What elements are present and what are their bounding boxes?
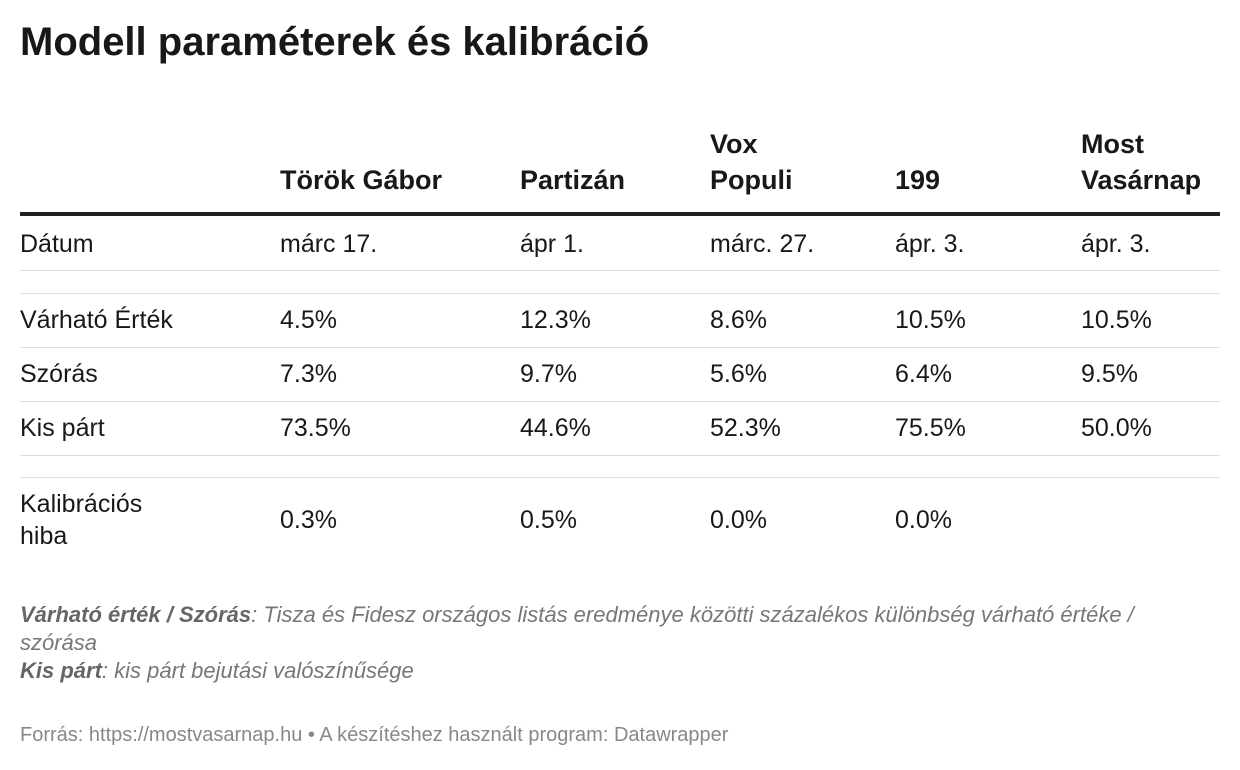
cell: 0.5% (520, 506, 577, 534)
cell: 7.3% (280, 360, 337, 388)
footer: Forrás: https://mostvasarnap.hu • A kész… (20, 724, 729, 746)
row-rule (20, 401, 1220, 402)
cell: ápr. 3. (895, 230, 965, 258)
cell: 9.5% (1081, 360, 1138, 388)
note: Várható érték / Szórás: Tisza és Fidesz … (20, 601, 1210, 657)
cell: 52.3% (710, 414, 781, 442)
cell: 10.5% (1081, 306, 1152, 334)
column-header: Partizán (520, 165, 626, 195)
cell: 73.5% (280, 414, 351, 442)
cell: ápr 1. (520, 230, 584, 258)
note-term: Várható érték / Szórás (20, 602, 252, 627)
cell: 6.4% (895, 360, 952, 388)
row-label: Kalibrációs hiba (20, 490, 143, 550)
column-header: Vox Populi (710, 129, 793, 195)
column-header: 199 (895, 165, 941, 195)
row-rule (20, 477, 1220, 478)
row-label: Dátum (20, 230, 94, 258)
cell: 44.6% (520, 414, 591, 442)
cell: 50.0% (1081, 414, 1152, 442)
note: Kis párt: kis párt bejutási valószínűség… (20, 657, 1210, 685)
row-rule (20, 455, 1220, 456)
title: Modell paraméterek és kalibráció (20, 20, 650, 64)
header-rule (20, 212, 1220, 216)
notes: Várható érték / Szórás: Tisza és Fidesz … (20, 601, 1210, 685)
cell: 75.5% (895, 414, 966, 442)
row-rule (20, 270, 1220, 271)
cell: 8.6% (710, 306, 767, 334)
note-term: Kis párt (20, 658, 102, 683)
row-label: Kis párt (20, 414, 105, 442)
cell: márc 17. (280, 230, 378, 258)
row-rule (20, 347, 1220, 348)
cell: 12.3% (520, 306, 591, 334)
cell: 0.0% (895, 506, 952, 534)
cell: 10.5% (895, 306, 966, 334)
column-header: Most Vasárnap (1081, 129, 1202, 195)
cell: 0.3% (280, 506, 337, 534)
cell: márc. 27. (710, 230, 815, 258)
row-rule (20, 293, 1220, 294)
column-header: Török Gábor (280, 165, 443, 195)
note-text: : kis párt bejutási valószínűsége (101, 658, 414, 683)
cell: 0.0% (710, 506, 767, 534)
note-text: : Tisza és Fidesz országos listás eredmé… (20, 602, 1134, 655)
row-label: Várható Érték (20, 306, 173, 334)
cell: 9.7% (520, 360, 577, 388)
row-label: Szórás (20, 360, 98, 388)
cell: ápr. 3. (1081, 230, 1151, 258)
cell: 5.6% (710, 360, 767, 388)
cell: 4.5% (280, 306, 337, 334)
